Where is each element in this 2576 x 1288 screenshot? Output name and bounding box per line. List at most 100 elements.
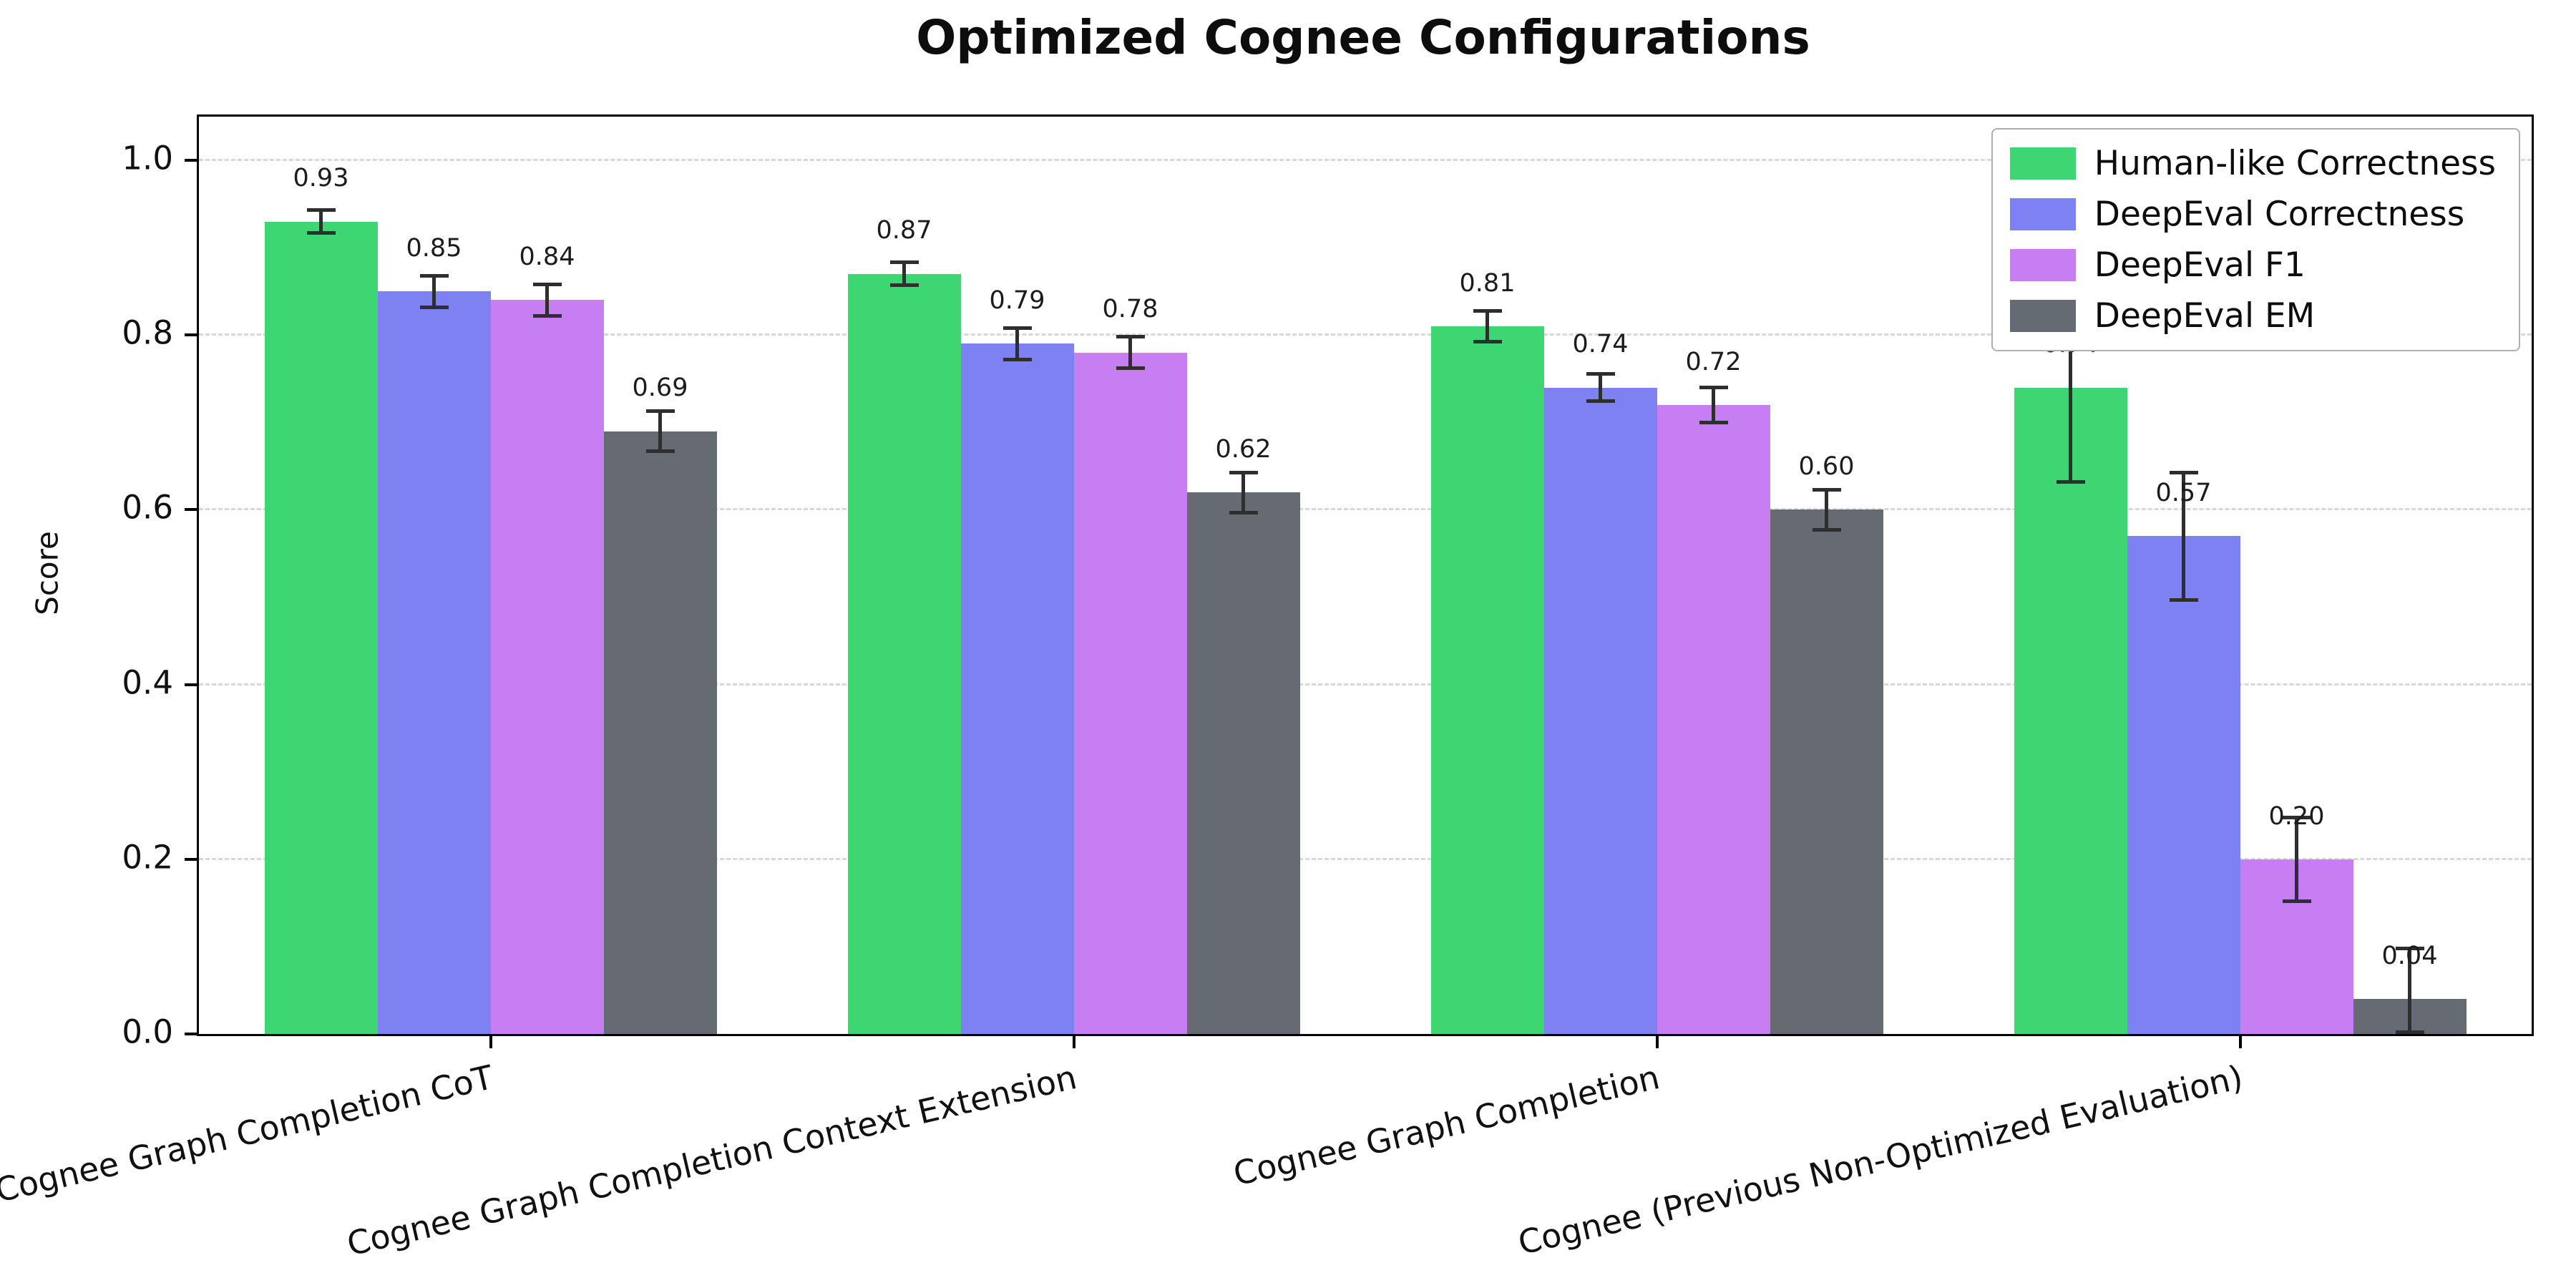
x-tick-label: Cognee Graph Completion CoT — [0, 1058, 497, 1210]
error-bar-cap-top — [645, 409, 675, 414]
error-bar-cap-bottom — [1002, 357, 1032, 361]
error-bar-line — [1825, 487, 1828, 532]
bar-slot: 0.72 — [1657, 117, 1770, 1034]
plot-area: Human-like Correctness DeepEval Correctne… — [185, 114, 2534, 1048]
error-bar-cap-top — [2282, 815, 2311, 819]
gridline — [199, 508, 2532, 511]
value-label: 0.60 — [1798, 452, 1855, 482]
bar-slot: 0.04 — [2353, 117, 2467, 1034]
error-bar-line — [2408, 946, 2411, 1034]
gridline — [199, 333, 2532, 336]
error-bar — [1002, 326, 1032, 361]
error-bar-line — [1485, 308, 1489, 344]
error-bar-cap-bottom — [2282, 899, 2311, 903]
bar-slot: 0.69 — [603, 117, 717, 1034]
error-bar-cap-top — [1699, 386, 1728, 390]
x-tick-mark — [1072, 1034, 1075, 1048]
x-tick-mark — [2238, 1034, 2242, 1048]
error-bar-cap-bottom — [1229, 510, 1258, 514]
bar-slot: 0.81 — [1430, 117, 1544, 1034]
bar — [264, 221, 378, 1034]
bar — [2127, 536, 2240, 1034]
y-tick-label: 0.0 — [122, 1013, 173, 1051]
error-bar-cap-bottom — [889, 283, 919, 288]
value-label: 0.79 — [989, 286, 1045, 316]
error-bar-line — [902, 260, 906, 288]
bar-slot: 0.84 — [490, 117, 604, 1034]
gridline — [199, 683, 2532, 686]
y-tick-mark — [185, 857, 199, 861]
value-label: 0.81 — [1459, 268, 1516, 298]
y-tick-mark — [185, 683, 199, 686]
error-bar — [1812, 487, 1841, 532]
error-bar-cap-top — [2395, 946, 2424, 950]
error-bar-cap-top — [1229, 470, 1258, 474]
value-label: 0.87 — [876, 216, 932, 245]
error-bar — [1473, 308, 1502, 344]
error-bar-line — [1599, 371, 1602, 404]
error-bar-line — [658, 409, 662, 454]
error-bar — [1116, 335, 1145, 371]
bar-slot: 0.74 — [2014, 117, 2127, 1034]
bar-slot: 0.87 — [847, 117, 961, 1034]
bar — [1073, 352, 1187, 1034]
y-tick-label: 1.0 — [122, 139, 173, 177]
bar — [1770, 509, 1883, 1034]
bar-group: 0.93 0.85 0.84 0.69 — [199, 117, 782, 1034]
bar-slot: 0.62 — [1186, 117, 1300, 1034]
bar-cluster: 0.87 0.79 0.78 0.62 — [847, 117, 1300, 1034]
error-bar-cap-top — [1586, 371, 1615, 376]
bar-slot: 0.85 — [377, 117, 491, 1034]
y-tick-mark — [185, 1033, 199, 1035]
error-bar-line — [432, 273, 436, 309]
gridline — [199, 159, 2532, 162]
y-tick-label: 0.4 — [122, 663, 173, 702]
bar — [1430, 326, 1544, 1034]
error-bar-cap-top — [1116, 335, 1145, 339]
error-bar-cap-bottom — [2056, 479, 2085, 484]
legend-swatch — [2009, 147, 2076, 180]
value-label: 0.84 — [519, 243, 575, 272]
error-bar-cap-top — [1002, 326, 1032, 331]
error-bar-line — [2182, 470, 2185, 602]
y-axis: 0.0 0.2 0.4 0.6 0.8 1.0 — [0, 114, 173, 1051]
bar-slot: 0.93 — [264, 117, 378, 1034]
legend-label: DeepEval Correctness — [2094, 195, 2465, 234]
bar-slot: 0.20 — [2240, 117, 2353, 1034]
error-bar-cap-bottom — [1586, 399, 1615, 404]
error-bar — [419, 273, 449, 309]
bar-group: 0.74 0.57 0.20 0.04 — [1948, 117, 2532, 1034]
error-bar-cap-bottom — [2395, 1030, 2424, 1034]
bar — [2014, 387, 2127, 1034]
error-bar-line — [1015, 326, 1019, 361]
x-tick-label: Cognee Graph Completion — [1230, 1058, 1664, 1194]
error-bar — [2169, 470, 2198, 602]
error-bar-cap-top — [889, 260, 919, 265]
error-bar-cap-top — [2169, 470, 2198, 474]
legend-swatch — [2009, 198, 2076, 230]
bar — [1186, 492, 1300, 1034]
y-tick-label: 0.6 — [122, 488, 173, 527]
error-bar-cap-bottom — [1812, 527, 1841, 532]
x-tick-mark — [489, 1034, 492, 1048]
error-bar-line — [2295, 815, 2298, 903]
error-bar-cap-bottom — [1473, 340, 1502, 344]
error-bar-line — [1128, 335, 1132, 371]
error-bar-line — [1712, 386, 1715, 424]
bar-group: 0.87 0.79 0.78 0.62 — [782, 117, 1365, 1034]
error-bar — [889, 260, 919, 288]
error-bar — [1699, 386, 1728, 424]
error-bar — [532, 283, 562, 318]
value-label: 0.69 — [632, 374, 688, 403]
error-bar — [2395, 946, 2424, 1034]
legend: Human-like Correctness DeepEval Correctne… — [1991, 128, 2520, 351]
bar — [377, 291, 491, 1034]
bar-cluster: 0.93 0.85 0.84 0.69 — [264, 117, 717, 1034]
legend-swatch — [2009, 300, 2076, 332]
value-label: 0.74 — [1572, 330, 1629, 359]
bar-slot: 0.78 — [1073, 117, 1187, 1034]
y-tick-label: 0.8 — [122, 313, 173, 352]
x-axis: Cognee Graph Completion CoT Cognee Graph … — [0, 1058, 2529, 1288]
legend-swatch — [2009, 249, 2076, 281]
